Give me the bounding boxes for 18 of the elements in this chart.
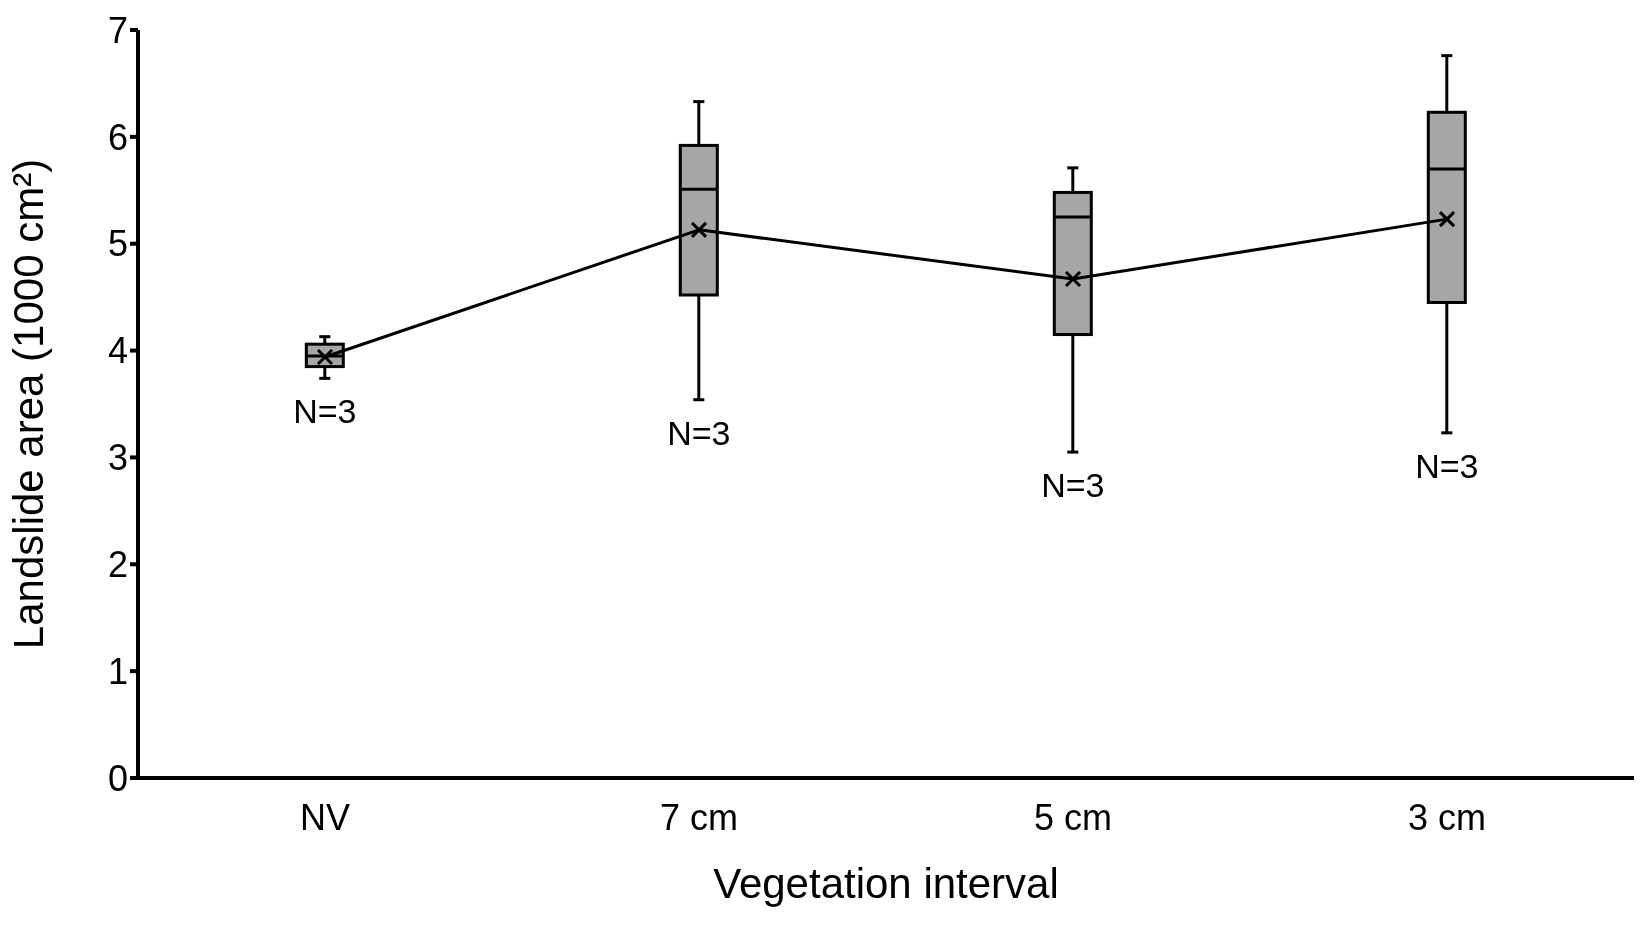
x-axis-title: Vegetation interval	[713, 860, 1059, 907]
y-tick-label: 4	[107, 330, 128, 372]
y-axis-title: Landslide area (1000 cm²)	[4, 158, 52, 650]
y-tick-label: 6	[107, 116, 128, 158]
annotation: N=3	[1415, 446, 1479, 485]
annotation: N=3	[667, 413, 731, 452]
annotation: N=3	[293, 392, 357, 431]
annotation: N=3	[1041, 466, 1105, 505]
y-tick-label: 5	[107, 223, 128, 265]
y-tick-label: 3	[107, 437, 128, 479]
y-tick-label: 2	[107, 544, 128, 586]
y-tick-label: 7	[107, 9, 128, 51]
x-tick-label: NV	[299, 796, 351, 838]
y-tick-label: 0	[107, 757, 128, 799]
y-tick-label: 1	[107, 650, 128, 692]
x-tick-label: 5 cm	[1033, 796, 1113, 838]
x-tick-label: 7 cm	[659, 796, 739, 838]
x-tick-label: 3 cm	[1407, 796, 1487, 838]
